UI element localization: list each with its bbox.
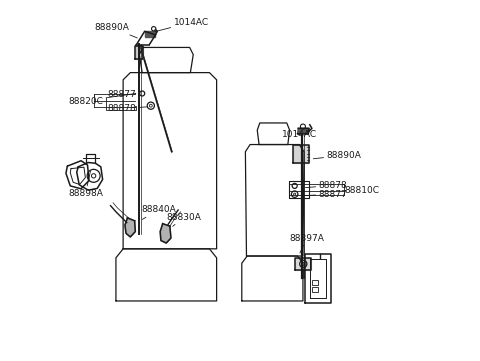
Text: 1014AC: 1014AC	[282, 130, 318, 139]
Polygon shape	[135, 46, 143, 59]
Circle shape	[294, 193, 296, 195]
Text: 88810C: 88810C	[344, 186, 379, 195]
Text: 88898A: 88898A	[68, 171, 103, 197]
Text: 88878: 88878	[305, 181, 347, 190]
Text: 88890A: 88890A	[313, 151, 361, 160]
Text: 88820C: 88820C	[68, 97, 103, 106]
Bar	[312, 287, 318, 292]
Polygon shape	[160, 224, 171, 243]
Polygon shape	[125, 218, 135, 237]
Text: 88878: 88878	[107, 104, 147, 113]
Text: 88877: 88877	[107, 90, 139, 99]
Circle shape	[149, 104, 152, 107]
Bar	[312, 280, 318, 285]
Polygon shape	[293, 144, 309, 162]
Text: 88897A: 88897A	[289, 234, 324, 253]
Text: 88840A: 88840A	[141, 205, 176, 219]
Text: 1014AC: 1014AC	[155, 18, 209, 32]
Polygon shape	[295, 258, 311, 270]
Text: 88877: 88877	[305, 190, 347, 199]
Polygon shape	[144, 31, 156, 37]
Text: 88890A: 88890A	[95, 23, 137, 38]
Text: 88830A: 88830A	[166, 213, 201, 226]
Polygon shape	[298, 129, 309, 134]
